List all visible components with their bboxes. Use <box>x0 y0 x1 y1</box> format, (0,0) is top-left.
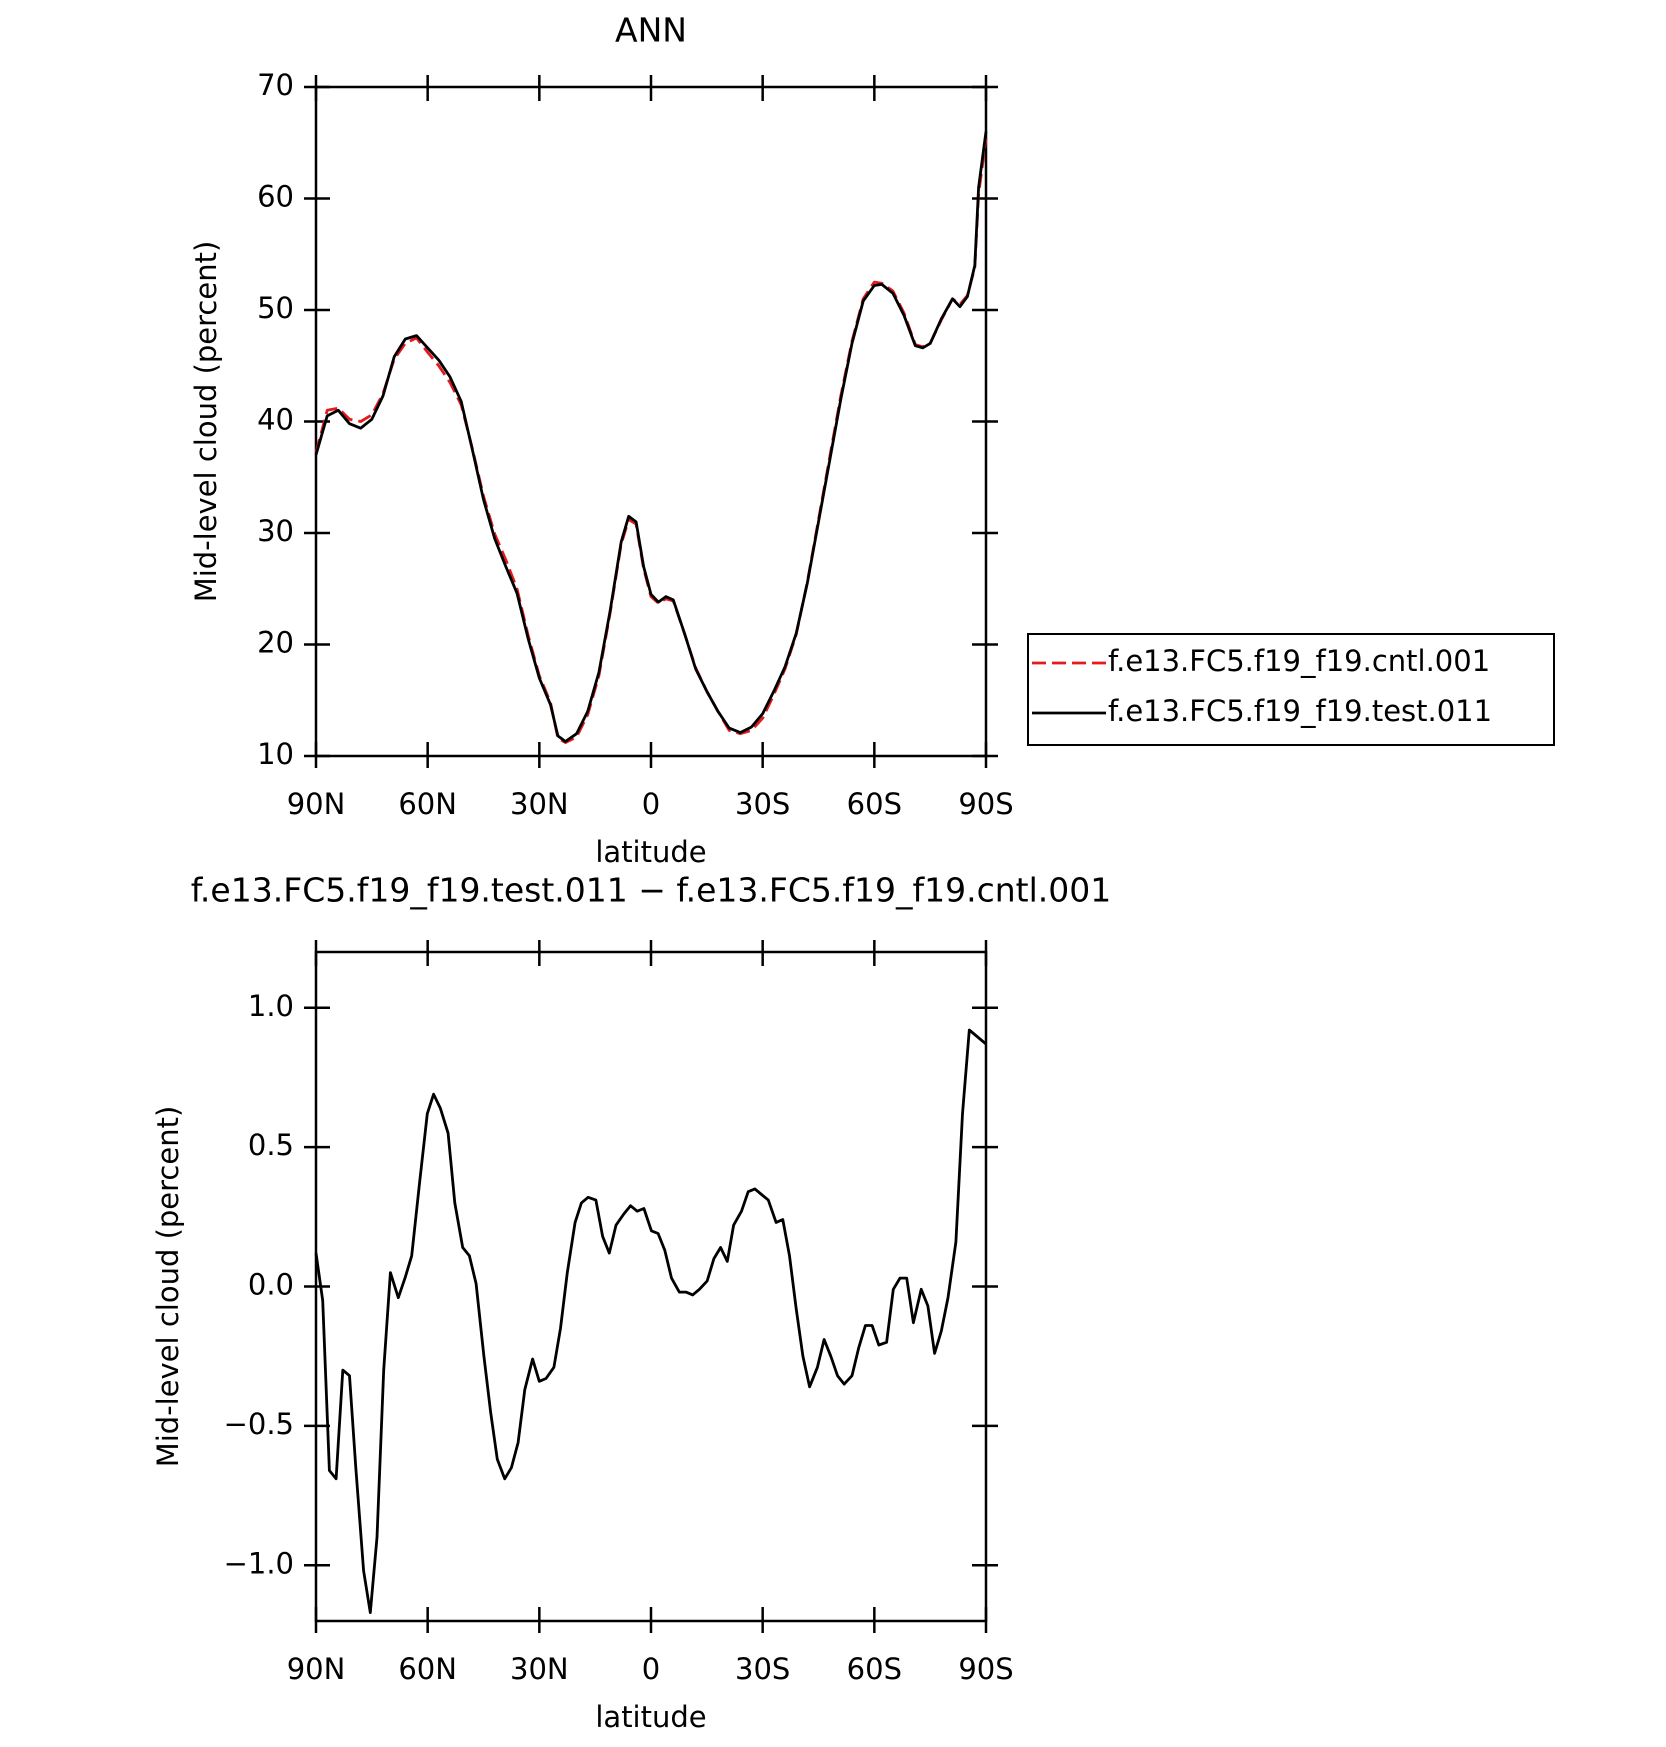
x-tick-label: 90S <box>958 1652 1013 1686</box>
data-line <box>314 131 988 743</box>
y-tick-label: 30 <box>257 514 294 548</box>
x-tick-label: 60S <box>847 1652 902 1686</box>
x-tick-label: 60N <box>398 1652 457 1686</box>
y-tick-label: 50 <box>257 291 294 325</box>
y-tick-label: 60 <box>257 180 294 214</box>
x-tick-label: 30N <box>510 787 569 821</box>
legend-box <box>1027 633 1555 746</box>
x-tick-label: 60N <box>398 787 457 821</box>
x-tick-label: 90N <box>287 787 346 821</box>
x-tick-label: 90S <box>958 787 1013 821</box>
x-tick-label: 30S <box>735 787 790 821</box>
legend-label: f.e13.FC5.f19_f19.test.011 <box>1108 694 1492 728</box>
y-tick-label: 20 <box>257 626 294 660</box>
x-axis-label: latitude <box>595 1700 706 1734</box>
chart-title: f.e13.FC5.f19_f19.test.011 − f.e13.FC5.f… <box>191 871 1112 910</box>
y-tick-label: 0.0 <box>248 1268 294 1302</box>
x-tick-label: 90N <box>287 1652 346 1686</box>
y-tick-label: −0.5 <box>224 1407 294 1441</box>
chart-title: ANN <box>615 11 687 50</box>
data-line <box>314 138 988 744</box>
x-axis-label: latitude <box>595 835 706 869</box>
y-axis-label: Mid-level cloud (percent) <box>151 1106 185 1468</box>
x-tick-label: 30N <box>510 1652 569 1686</box>
plot-frame <box>314 85 988 758</box>
y-tick-label: −1.0 <box>224 1546 294 1580</box>
data-line <box>314 1028 987 1614</box>
legend-label: f.e13.FC5.f19_f19.cntl.001 <box>1108 644 1490 678</box>
plot-frame <box>314 950 988 1623</box>
x-tick-label: 60S <box>847 787 902 821</box>
x-tick-label: 30S <box>735 1652 790 1686</box>
x-tick-label: 0 <box>642 1652 660 1686</box>
x-tick-label: 0 <box>642 787 660 821</box>
y-tick-label: 10 <box>257 737 294 771</box>
y-tick-label: 1.0 <box>248 989 294 1023</box>
y-tick-label: 40 <box>257 403 294 437</box>
y-tick-label: 0.5 <box>248 1128 294 1162</box>
y-tick-label: 70 <box>257 68 294 102</box>
y-axis-label: Mid-level cloud (percent) <box>189 241 223 603</box>
